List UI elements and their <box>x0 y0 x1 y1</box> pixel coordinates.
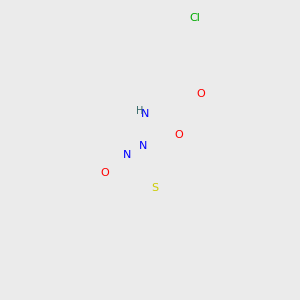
Text: O: O <box>174 130 183 140</box>
Text: N: N <box>139 141 148 151</box>
Text: Cl: Cl <box>189 14 200 23</box>
Text: H: H <box>136 106 143 116</box>
Text: O: O <box>100 169 109 178</box>
Text: N: N <box>123 150 131 160</box>
Text: O: O <box>196 89 205 100</box>
Text: N: N <box>141 109 149 119</box>
Text: S: S <box>151 183 158 193</box>
